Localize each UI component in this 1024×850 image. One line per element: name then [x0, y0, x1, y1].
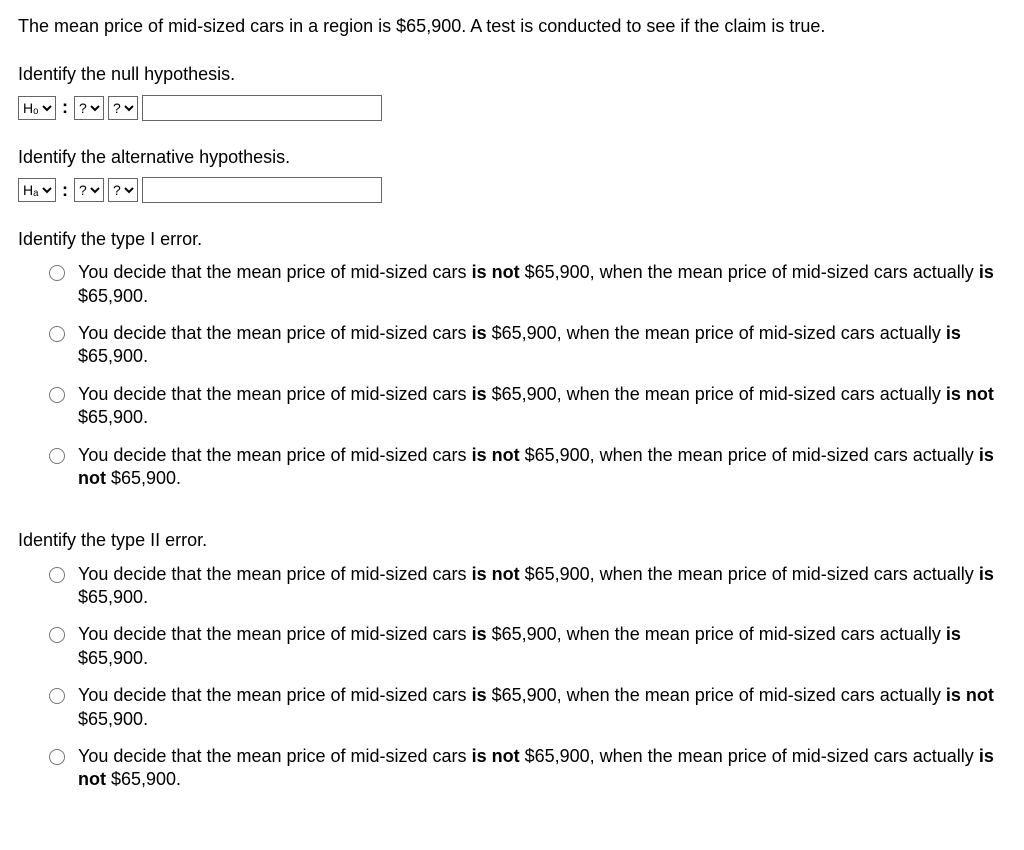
- alt-hyp-value-input[interactable]: [142, 177, 382, 203]
- type2-option-text: You decide that the mean price of mid-si…: [78, 684, 1004, 731]
- type1-prompt: Identify the type I error.: [18, 227, 1006, 251]
- type1-option-text: You decide that the mean price of mid-si…: [78, 383, 1004, 430]
- intro-text: The mean price of mid-sized cars in a re…: [18, 14, 1006, 38]
- type2-option: You decide that the mean price of mid-si…: [44, 745, 1004, 792]
- null-hyp-row: Hₒ : ? ?: [18, 95, 1006, 121]
- null-hyp-prompt: Identify the null hypothesis.: [18, 62, 1006, 86]
- type1-radio[interactable]: [49, 326, 65, 342]
- alt-hyp-row: Hₐ : ? ?: [18, 177, 1006, 203]
- type1-option-text: You decide that the mean price of mid-si…: [78, 261, 1004, 308]
- type2-option: You decide that the mean price of mid-si…: [44, 684, 1004, 731]
- null-hyp-op-select[interactable]: ?: [108, 96, 138, 120]
- type1-option: You decide that the mean price of mid-si…: [44, 383, 1004, 430]
- type2-radio[interactable]: [49, 567, 65, 583]
- type1-option: You decide that the mean price of mid-si…: [44, 322, 1004, 369]
- alt-hyp-symbol-select[interactable]: Hₐ: [18, 178, 56, 202]
- type1-option-text: You decide that the mean price of mid-si…: [78, 444, 1004, 491]
- type2-radio[interactable]: [49, 627, 65, 643]
- type2-option-text: You decide that the mean price of mid-si…: [78, 623, 1004, 670]
- type2-prompt: Identify the type II error.: [18, 528, 1006, 552]
- type2-option: You decide that the mean price of mid-si…: [44, 623, 1004, 670]
- type1-radio[interactable]: [49, 387, 65, 403]
- type1-option: You decide that the mean price of mid-si…: [44, 444, 1004, 491]
- colon: :: [60, 95, 70, 119]
- type1-radio[interactable]: [49, 448, 65, 464]
- type2-radio[interactable]: [49, 749, 65, 765]
- type2-radio[interactable]: [49, 688, 65, 704]
- alt-hyp-op-select[interactable]: ?: [108, 178, 138, 202]
- type2-option: You decide that the mean price of mid-si…: [44, 563, 1004, 610]
- type1-options: You decide that the mean price of mid-si…: [18, 261, 1006, 490]
- null-hyp-param-select[interactable]: ?: [74, 96, 104, 120]
- type2-option-text: You decide that the mean price of mid-si…: [78, 745, 1004, 792]
- type1-option: You decide that the mean price of mid-si…: [44, 261, 1004, 308]
- alt-hyp-prompt: Identify the alternative hypothesis.: [18, 145, 1006, 169]
- colon: :: [60, 178, 70, 202]
- type2-options: You decide that the mean price of mid-si…: [18, 563, 1006, 792]
- null-hyp-value-input[interactable]: [142, 95, 382, 121]
- type1-radio[interactable]: [49, 265, 65, 281]
- alt-hyp-param-select[interactable]: ?: [74, 178, 104, 202]
- null-hyp-symbol-select[interactable]: Hₒ: [18, 96, 56, 120]
- type2-option-text: You decide that the mean price of mid-si…: [78, 563, 1004, 610]
- type1-option-text: You decide that the mean price of mid-si…: [78, 322, 1004, 369]
